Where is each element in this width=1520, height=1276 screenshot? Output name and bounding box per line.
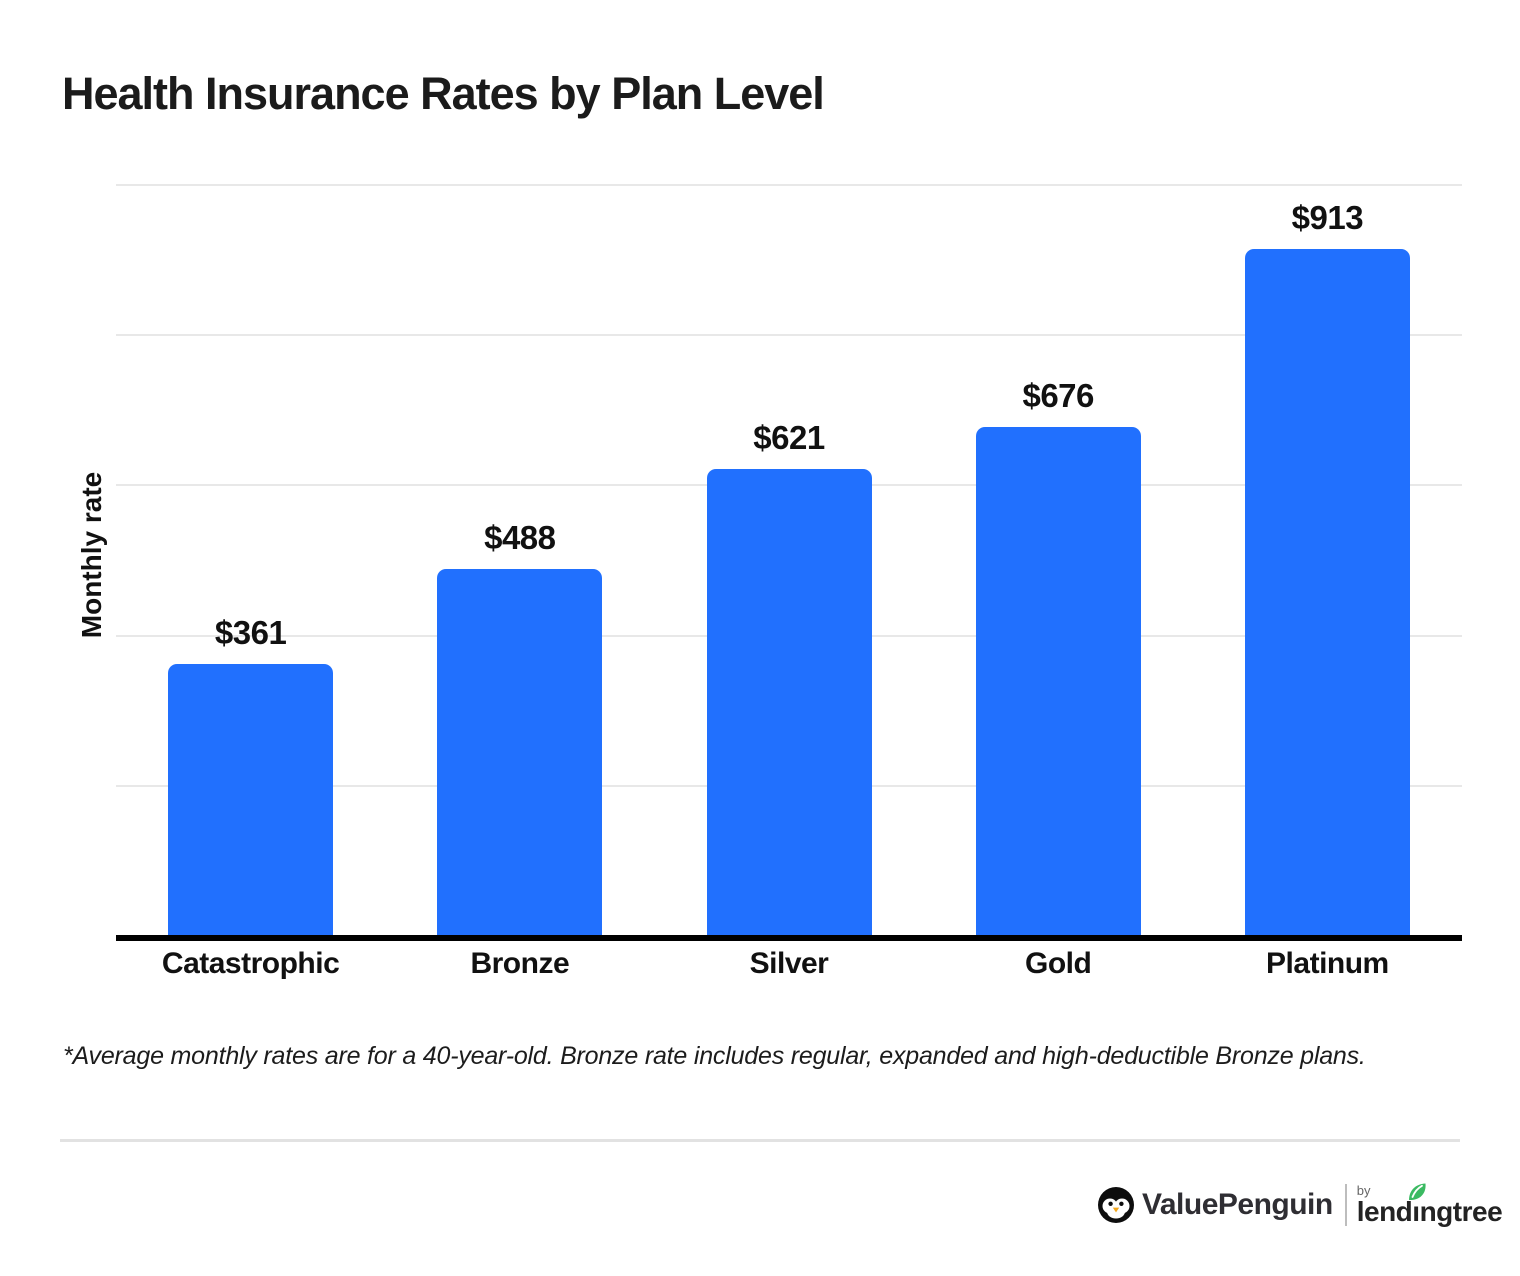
bar-value-label-gold: $676: [1022, 377, 1094, 415]
plot-area: $361 $488 $621 $676 $913: [116, 184, 1462, 935]
gridline-1000: [116, 184, 1462, 186]
bar-bronze: [437, 568, 603, 935]
bar-value-label-platinum: $913: [1291, 199, 1364, 237]
x-axis-label-platinum: Platinum: [1266, 947, 1389, 980]
logo-by-label: by: [1356, 1183, 1371, 1198]
bar-value-label-catastrophic: $361: [214, 613, 287, 651]
bar-platinum: [1244, 249, 1410, 935]
bar-gold: [975, 427, 1141, 935]
bar-catastrophic: [168, 663, 334, 935]
x-axis-label-gold: Gold: [1025, 947, 1092, 980]
footer-divider: [60, 1139, 1460, 1142]
penguin-icon: [1098, 1187, 1134, 1223]
chart-title: Health Insurance Rates by Plan Level: [62, 68, 825, 119]
x-axis-line: [116, 935, 1462, 941]
x-axis-labels: Catastrophic Bronze Silver Gold Platinum: [116, 947, 1462, 989]
bar-value-label-bronze: $488: [484, 518, 556, 556]
bar-value-label-silver: $621: [753, 418, 825, 456]
x-axis-label-bronze: Bronze: [470, 947, 570, 980]
leaf-icon: [1409, 1183, 1426, 1201]
x-axis-label-silver: Silver: [749, 947, 829, 980]
valuepenguin-wordmark: ValuePenguin: [1142, 1188, 1333, 1221]
logo-separator: [1344, 1184, 1347, 1226]
footnote: *Average monthly rates are for a 40-year…: [63, 1042, 1366, 1070]
brand-logo: ValuePenguin by lend ı ngtree: [1098, 1183, 1503, 1226]
lendingtree-wordmark: lend ı ngtree: [1357, 1183, 1503, 1226]
bar-silver: [706, 468, 872, 935]
x-axis-label-catastrophic: Catastrophic: [161, 947, 340, 980]
gridline-800: [116, 334, 1462, 337]
y-axis-label: Monthly rate: [76, 471, 107, 639]
